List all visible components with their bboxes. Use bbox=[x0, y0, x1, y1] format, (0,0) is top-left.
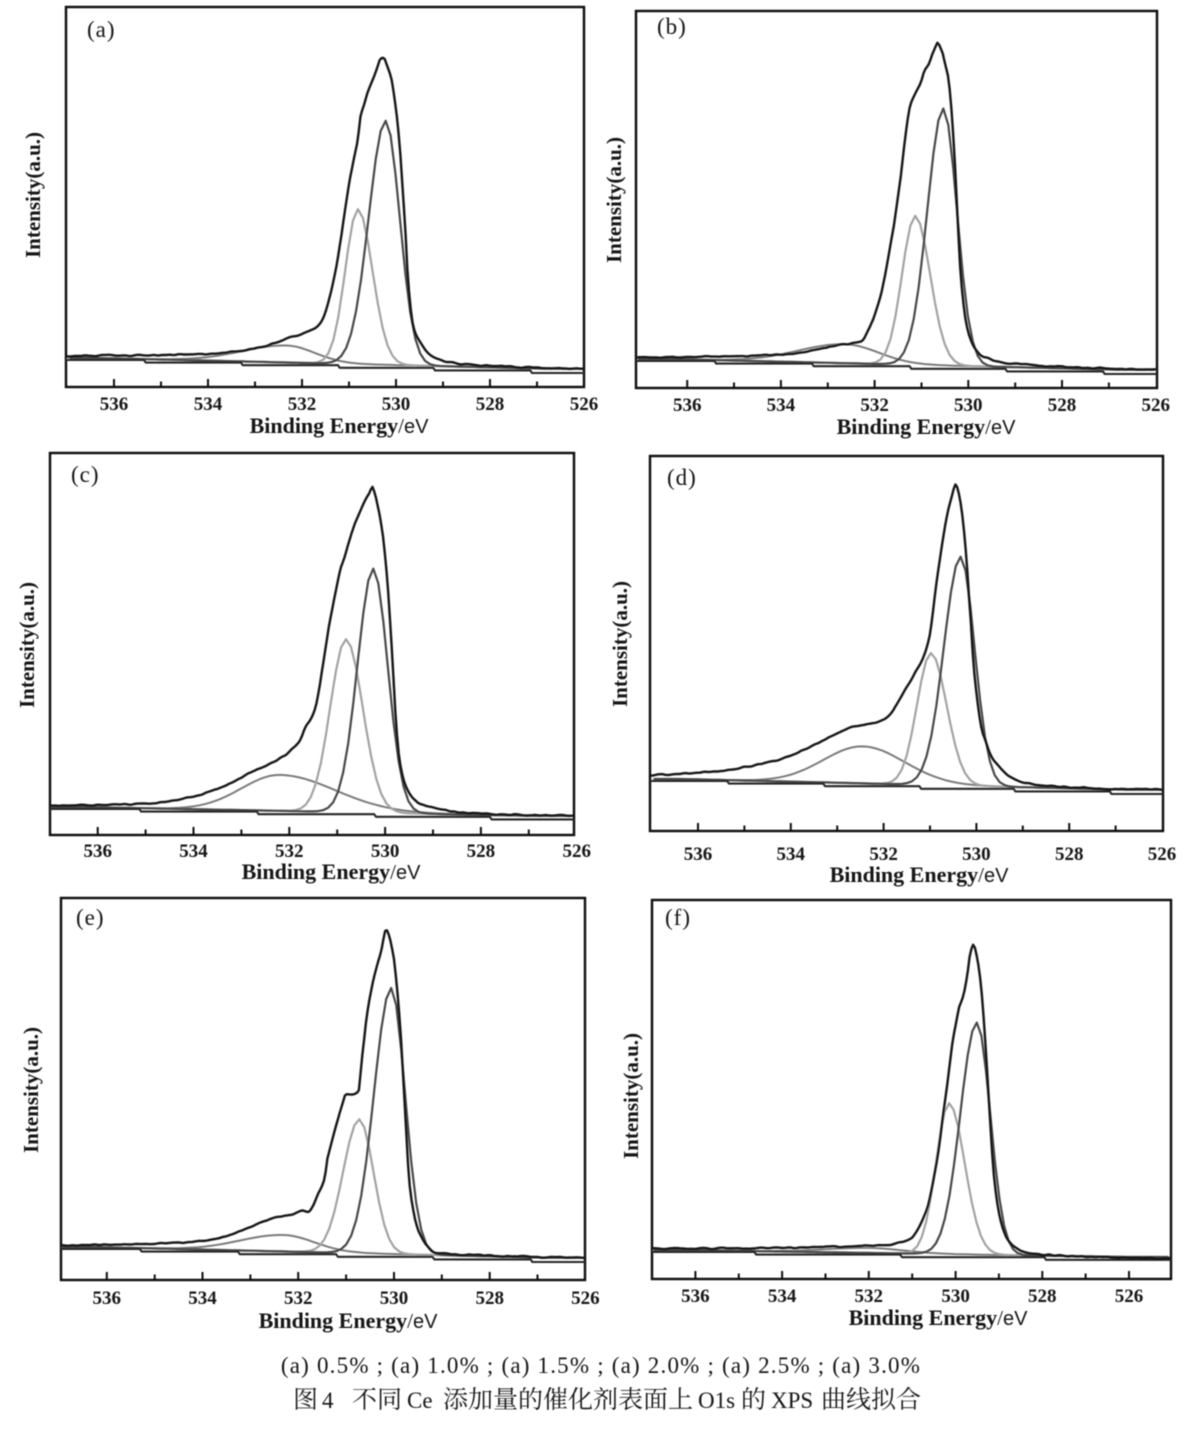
svg-text:526: 526 bbox=[1115, 1286, 1144, 1307]
svg-text:Intensity(a.u.): Intensity(a.u.) bbox=[15, 582, 39, 708]
svg-text:530: 530 bbox=[962, 844, 991, 865]
svg-text:534: 534 bbox=[179, 841, 208, 862]
svg-text:Binding Energy/eV: Binding Energy/eV bbox=[250, 413, 430, 438]
svg-text:536: 536 bbox=[100, 394, 129, 415]
svg-text:532: 532 bbox=[860, 395, 889, 416]
svg-text:530: 530 bbox=[941, 1286, 970, 1307]
svg-text:526: 526 bbox=[1141, 395, 1170, 416]
svg-text:(a) 0.5% ; (a) 1.0% ; (a) 1.5%: (a) 0.5% ; (a) 1.0% ; (a) 1.5% ; (a) 2.0… bbox=[281, 1353, 921, 1378]
svg-text:530: 530 bbox=[380, 1288, 409, 1309]
svg-text:Binding Energy/eV: Binding Energy/eV bbox=[242, 859, 422, 884]
svg-text:(f): (f) bbox=[665, 905, 691, 930]
svg-text:534: 534 bbox=[777, 844, 806, 865]
svg-text:526: 526 bbox=[570, 394, 599, 415]
svg-text:532: 532 bbox=[855, 1286, 884, 1307]
svg-text:O1s: O1s bbox=[698, 1388, 735, 1413]
svg-text:(b): (b) bbox=[657, 14, 687, 39]
svg-text:536: 536 bbox=[83, 841, 112, 862]
svg-text:536: 536 bbox=[684, 844, 713, 865]
svg-text:526: 526 bbox=[1148, 844, 1177, 865]
svg-text:XPS: XPS bbox=[771, 1388, 813, 1413]
svg-text:536: 536 bbox=[673, 395, 702, 416]
svg-text:528: 528 bbox=[1055, 844, 1084, 865]
svg-text:532: 532 bbox=[275, 841, 304, 862]
svg-text:(c): (c) bbox=[71, 462, 100, 487]
svg-text:Binding Energy/eV: Binding Energy/eV bbox=[849, 1305, 1029, 1330]
svg-text:Intensity(a.u.): Intensity(a.u.) bbox=[21, 132, 45, 258]
svg-text:Binding Energy/eV: Binding Energy/eV bbox=[837, 414, 1017, 439]
svg-text:530: 530 bbox=[371, 841, 400, 862]
svg-text:532: 532 bbox=[869, 844, 898, 865]
svg-text:528: 528 bbox=[475, 1288, 504, 1309]
svg-text:528: 528 bbox=[476, 394, 505, 415]
svg-text:534: 534 bbox=[188, 1288, 217, 1309]
svg-text:Ce: Ce bbox=[407, 1388, 433, 1413]
svg-text:526: 526 bbox=[571, 1288, 600, 1309]
svg-text:532: 532 bbox=[288, 394, 317, 415]
svg-text:528: 528 bbox=[467, 841, 496, 862]
svg-text:532: 532 bbox=[284, 1288, 313, 1309]
svg-text:530: 530 bbox=[954, 395, 983, 416]
svg-text:Intensity(a.u.): Intensity(a.u.) bbox=[619, 1033, 643, 1159]
svg-text:(a): (a) bbox=[87, 17, 116, 42]
svg-text:536: 536 bbox=[681, 1286, 710, 1307]
svg-text:528: 528 bbox=[1028, 1286, 1057, 1307]
svg-text:Intensity(a.u.): Intensity(a.u.) bbox=[19, 1027, 43, 1153]
svg-text:534: 534 bbox=[767, 395, 796, 416]
svg-text:526: 526 bbox=[562, 841, 591, 862]
svg-text:534: 534 bbox=[768, 1286, 797, 1307]
svg-text:4: 4 bbox=[322, 1388, 334, 1413]
svg-text:536: 536 bbox=[93, 1288, 122, 1309]
svg-text:530: 530 bbox=[382, 394, 411, 415]
svg-text:Binding Energy/eV: Binding Energy/eV bbox=[830, 862, 1010, 887]
svg-text:528: 528 bbox=[1048, 395, 1077, 416]
svg-text:(d): (d) bbox=[667, 465, 697, 490]
svg-text:Intensity(a.u.): Intensity(a.u.) bbox=[608, 581, 632, 707]
svg-text:(e): (e) bbox=[76, 905, 105, 930]
svg-text:Binding Energy/eV: Binding Energy/eV bbox=[259, 1308, 439, 1333]
svg-text:Intensity(a.u.): Intensity(a.u.) bbox=[602, 137, 626, 263]
svg-text:534: 534 bbox=[194, 394, 223, 415]
